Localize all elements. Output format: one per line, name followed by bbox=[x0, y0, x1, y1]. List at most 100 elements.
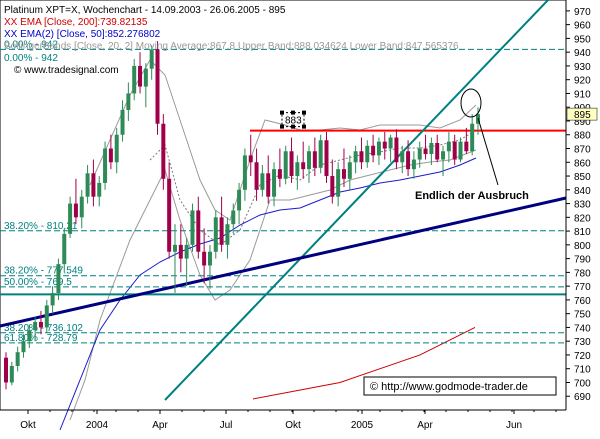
y-tick-label: 930 bbox=[574, 62, 591, 73]
copyright-box bbox=[363, 376, 557, 396]
y-tick-label: 740 bbox=[574, 323, 591, 334]
y-tick-label: 820 bbox=[574, 213, 591, 224]
marker-handle bbox=[302, 110, 306, 115]
y-tick-label: 850 bbox=[574, 172, 591, 183]
candle-body bbox=[254, 162, 259, 190]
fib-label: 50.00% - 769.5 bbox=[4, 277, 72, 288]
legend-entry: XX EMA [Close, 200]:739.82135 bbox=[4, 17, 148, 28]
candle-body bbox=[411, 159, 416, 170]
candle-body bbox=[382, 141, 387, 149]
marker-label: 883 bbox=[285, 116, 302, 127]
candle-body bbox=[202, 251, 207, 266]
legend-entry: 0.00% - 942 bbox=[4, 53, 58, 64]
candle-body bbox=[324, 140, 329, 177]
marker-handle bbox=[302, 124, 306, 129]
fib-label: 38.20% - 777.549 bbox=[4, 266, 83, 277]
y-tick-label: 920 bbox=[574, 76, 591, 87]
candle-body bbox=[301, 162, 306, 170]
x-tick-label: Apr bbox=[152, 420, 168, 431]
candle-body bbox=[149, 49, 154, 69]
y-tick-label: 780 bbox=[574, 268, 591, 279]
marker-handle bbox=[280, 110, 284, 115]
candle-body bbox=[406, 151, 411, 170]
y-tick-label: 730 bbox=[574, 337, 591, 348]
candle-body bbox=[138, 65, 143, 87]
y-tick-label: 890 bbox=[574, 117, 591, 128]
candle-body bbox=[219, 217, 224, 245]
y-tick-label: 790 bbox=[574, 255, 591, 266]
candle-body bbox=[225, 224, 230, 245]
fib-label: 0.00% - 942 bbox=[4, 39, 58, 50]
candle-body bbox=[108, 148, 113, 163]
marker-handle bbox=[291, 124, 295, 129]
price-highlight-box bbox=[566, 107, 598, 121]
candle-body bbox=[423, 148, 428, 155]
y-tick-label: 940 bbox=[574, 48, 591, 59]
candle-body bbox=[56, 264, 61, 294]
marker-handle bbox=[291, 110, 295, 115]
annotations: 883 Endlich der Ausbruch © http://www.godm… bbox=[280, 88, 557, 396]
x-tick-label: Okt bbox=[285, 420, 301, 431]
candle-body bbox=[21, 341, 26, 353]
candle-body bbox=[167, 178, 172, 252]
candle-body bbox=[458, 141, 463, 160]
chart-title: Platinum XPT=X, Wochenchart - 14.09.2003… bbox=[4, 5, 286, 16]
y-tick-label: 810 bbox=[574, 227, 591, 238]
ema200-line bbox=[252, 326, 476, 400]
y-tick-label: 760 bbox=[574, 296, 591, 307]
legend-entry: BollingerBands [Close, 20, 2] Moving Ave… bbox=[4, 41, 459, 52]
copyright-text: © http://www.godmode-trader.de bbox=[370, 381, 528, 393]
x-tick-label: Jul bbox=[220, 420, 233, 431]
candle-body bbox=[207, 251, 212, 266]
candle-body bbox=[38, 321, 43, 328]
x-tick-label: Jun bbox=[506, 420, 522, 431]
candle-body bbox=[237, 189, 242, 211]
y-tick-label: 950 bbox=[574, 34, 591, 45]
candle-body bbox=[114, 134, 119, 163]
candle-body bbox=[347, 162, 352, 179]
candle-body bbox=[155, 49, 160, 124]
candle-body bbox=[464, 141, 469, 152]
legend: Platinum XPT=X, Wochenchart - 14.09.2003… bbox=[4, 5, 459, 76]
candle-body bbox=[441, 151, 446, 160]
steep-green-trend-line bbox=[164, 0, 549, 401]
marker-box bbox=[281, 112, 305, 128]
navy-support-trend-line bbox=[0, 196, 567, 328]
candle-body bbox=[172, 244, 177, 252]
candle-body bbox=[307, 151, 312, 170]
legend-entry: XX EMA(2) [Close, 50]:852.276802 bbox=[4, 29, 161, 40]
y-tick-label: 700 bbox=[574, 378, 591, 389]
fib-label: 38.20% - 810.21 bbox=[4, 221, 78, 232]
trend-lines bbox=[0, 0, 567, 401]
candle-body bbox=[429, 143, 434, 155]
candle-body bbox=[248, 155, 253, 163]
candle-body bbox=[446, 141, 451, 152]
candle-body bbox=[91, 173, 96, 197]
candle-body bbox=[103, 148, 108, 183]
fibonacci-levels: 0.00% - 942 38.20% - 810.21 38.20% - 777.5… bbox=[0, 39, 566, 344]
candle-body bbox=[330, 176, 335, 197]
candle-body bbox=[371, 145, 376, 156]
candle-body bbox=[353, 151, 358, 163]
candle-body bbox=[62, 233, 67, 265]
source-url: © www.tradesignal.com bbox=[14, 65, 119, 76]
candlesticks bbox=[4, 41, 480, 390]
candle-body bbox=[312, 151, 317, 168]
candle-body bbox=[73, 203, 78, 218]
candle-body bbox=[266, 173, 271, 197]
x-tick-label: Okt bbox=[20, 420, 36, 431]
y-tick-label: 830 bbox=[574, 200, 591, 211]
candle-body bbox=[231, 210, 236, 225]
y-tick-label: 750 bbox=[574, 310, 591, 321]
candle-body bbox=[9, 365, 14, 383]
candle-body bbox=[120, 109, 125, 135]
x-tick-label: Apr bbox=[417, 420, 433, 431]
candle-body bbox=[4, 357, 8, 383]
y-axis: 690 700 710 720 730 740 750 760 770 780 790 800 810 8… bbox=[565, 0, 600, 434]
candle-body bbox=[126, 93, 131, 110]
y-tick-label: 860 bbox=[574, 158, 591, 169]
candle-body bbox=[68, 203, 73, 234]
candle-body bbox=[359, 151, 364, 163]
